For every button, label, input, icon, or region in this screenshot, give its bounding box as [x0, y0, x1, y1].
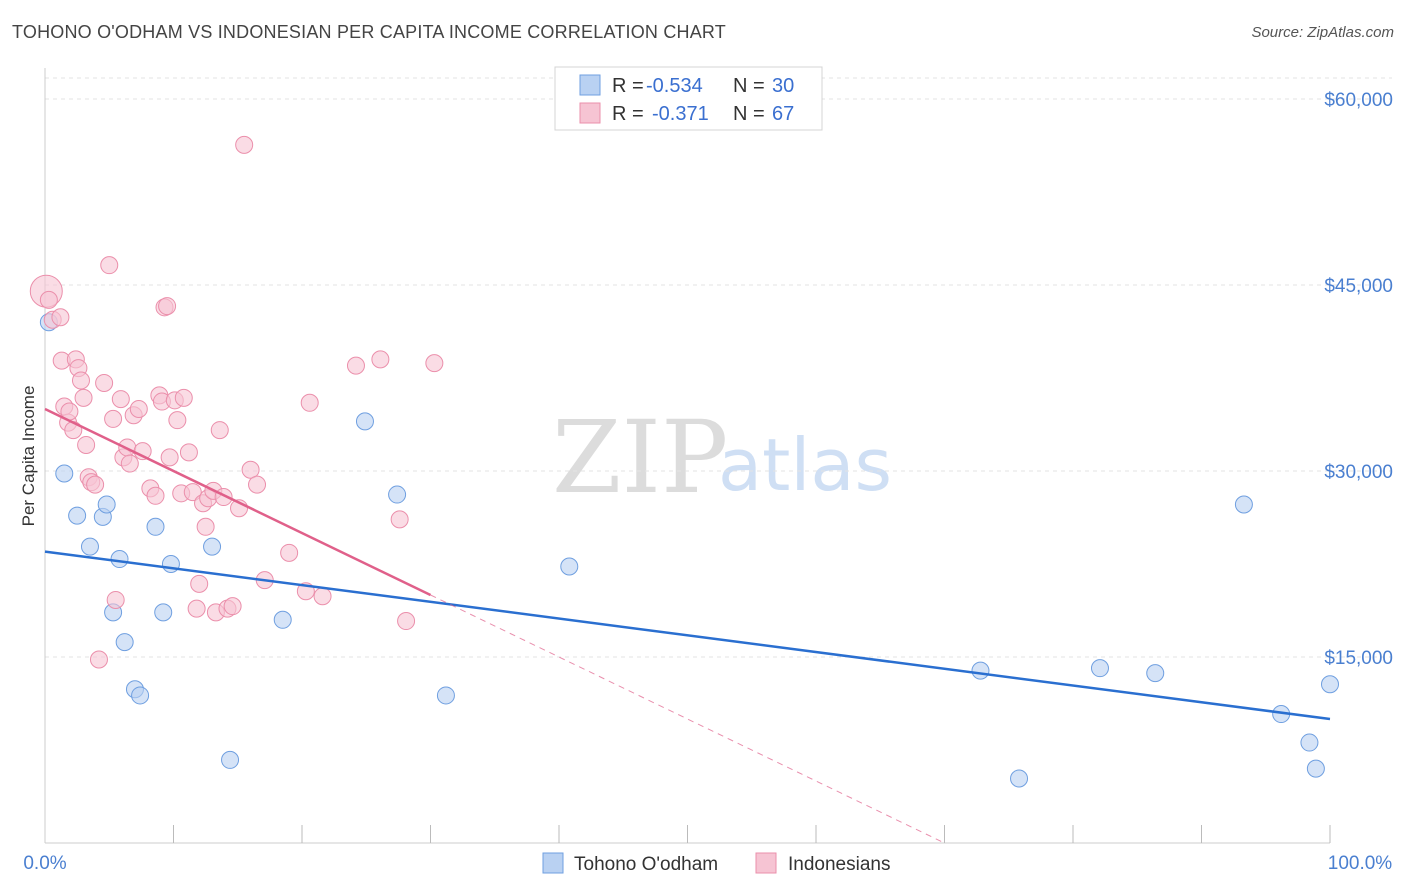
point-blue-15	[221, 750, 240, 769]
point-pink-54	[235, 135, 254, 154]
trend-extension-pink	[430, 594, 945, 844]
stats-legend-r-label-blue: R =	[612, 75, 644, 97]
point-pink-27	[129, 400, 148, 418]
stats-legend-n-value-pink: 67	[772, 103, 794, 125]
point-pink-41	[183, 483, 202, 502]
point-pink-42	[187, 599, 206, 618]
point-pink-58	[280, 543, 299, 562]
trend-line-pink	[44, 407, 432, 597]
point-pink-16	[86, 475, 105, 494]
x-axis-ticks	[173, 825, 1331, 843]
trend-line-blue	[44, 550, 1331, 721]
point-pink-34	[158, 297, 177, 316]
point-pink-56	[248, 475, 267, 494]
y-tick-label-15000: $15,000	[1324, 648, 1393, 669]
point-blue-17	[355, 412, 374, 431]
y-tick-label-45000: $45,000	[1324, 276, 1393, 297]
series-legend-swatch-blue	[542, 852, 564, 874]
point-pink-21	[106, 590, 125, 609]
point-pink-49	[210, 421, 229, 440]
trend-lines	[44, 407, 1331, 844]
point-pink-11	[71, 371, 90, 390]
stats-legend-swatch-blue	[579, 74, 601, 96]
grid-lines	[45, 77, 1392, 658]
point-blue-24	[1146, 664, 1165, 683]
point-blue-3	[80, 537, 99, 556]
point-pink-18	[95, 373, 114, 392]
point-blue-5	[97, 495, 116, 514]
stats-legend-r-value-blue: -0.534	[646, 75, 703, 97]
point-pink-25	[120, 454, 139, 473]
point-blue-23	[1090, 659, 1109, 678]
chart-source: Source: ZipAtlas.com	[1251, 24, 1394, 41]
point-pink-39	[174, 388, 193, 407]
point-pink-55	[241, 460, 260, 479]
stats-legend-r-value-pink: -0.371	[652, 103, 709, 125]
y-axis-tick-labels: $15,000 $30,000 $45,000 $60,000	[1324, 90, 1393, 669]
point-blue-27	[1300, 733, 1319, 752]
point-pink-60	[300, 393, 319, 412]
point-blue-10	[131, 686, 150, 705]
point-pink-37	[168, 411, 187, 430]
point-pink-62	[346, 356, 365, 375]
stats-legend: R = -0.534 N = 30 R = -0.371 N = 67	[554, 66, 823, 131]
series-legend-label-blue: Tohono O'odham	[574, 854, 718, 875]
point-pink-30	[146, 486, 165, 505]
point-pink-35	[160, 448, 179, 467]
point-pink-3	[51, 308, 70, 327]
point-pink-63	[371, 350, 390, 369]
point-pink-64	[390, 510, 409, 529]
point-blue-2	[68, 506, 87, 525]
point-pink-19	[100, 256, 119, 275]
point-pink-1	[39, 290, 58, 309]
x-tick-label-100: 100.0%	[1328, 853, 1393, 874]
point-pink-65	[397, 612, 416, 631]
point-pink-43	[190, 574, 209, 593]
stats-legend-n-label-pink: N =	[733, 103, 765, 125]
y-tick-label-30000: $30,000	[1324, 462, 1393, 483]
watermark-zip: ZIP	[552, 399, 728, 516]
point-blue-29	[1321, 675, 1339, 694]
point-pink-17	[89, 650, 108, 669]
series-legend-label-pink: Indonesians	[788, 854, 890, 875]
point-pink-12	[74, 388, 93, 407]
point-pink-52	[223, 597, 242, 616]
stats-legend-swatch-pink	[579, 102, 601, 124]
y-axis-label: Per Capita Income	[19, 386, 38, 527]
point-blue-25	[1234, 495, 1253, 514]
point-blue-22	[1010, 769, 1029, 788]
point-blue-16	[273, 610, 292, 629]
point-pink-61	[313, 587, 332, 606]
point-blue-1	[55, 464, 74, 483]
point-pink-20	[104, 409, 123, 428]
point-blue-8	[115, 633, 134, 652]
series-legend-swatch-pink	[755, 852, 777, 874]
point-blue-20	[560, 557, 579, 576]
point-blue-18	[388, 485, 407, 504]
point-blue-19	[436, 686, 455, 705]
point-blue-28	[1306, 759, 1325, 778]
point-pink-13	[77, 435, 96, 454]
point-blue-12	[154, 603, 173, 622]
point-blue-14	[203, 537, 222, 556]
stats-legend-r-label-pink: R =	[612, 103, 644, 125]
data-points	[29, 135, 1339, 788]
point-blue-21	[971, 661, 990, 680]
point-pink-22	[111, 390, 130, 409]
point-pink-40	[179, 443, 198, 462]
point-pink-45	[196, 517, 215, 536]
series-legend: Tohono O'odham Indonesians	[542, 852, 890, 875]
watermark-atlas: atlas	[718, 423, 892, 507]
point-blue-11	[146, 517, 165, 536]
x-tick-label-0: 0.0%	[23, 853, 66, 874]
stats-legend-n-label-blue: N =	[733, 75, 765, 97]
point-blue-7	[110, 550, 129, 569]
chart-title: TOHONO O'ODHAM VS INDONESIAN PER CAPITA …	[12, 22, 726, 42]
y-tick-label-60000: $60,000	[1324, 90, 1393, 111]
stats-legend-n-value-blue: 30	[772, 75, 794, 97]
point-pink-66	[425, 354, 444, 373]
